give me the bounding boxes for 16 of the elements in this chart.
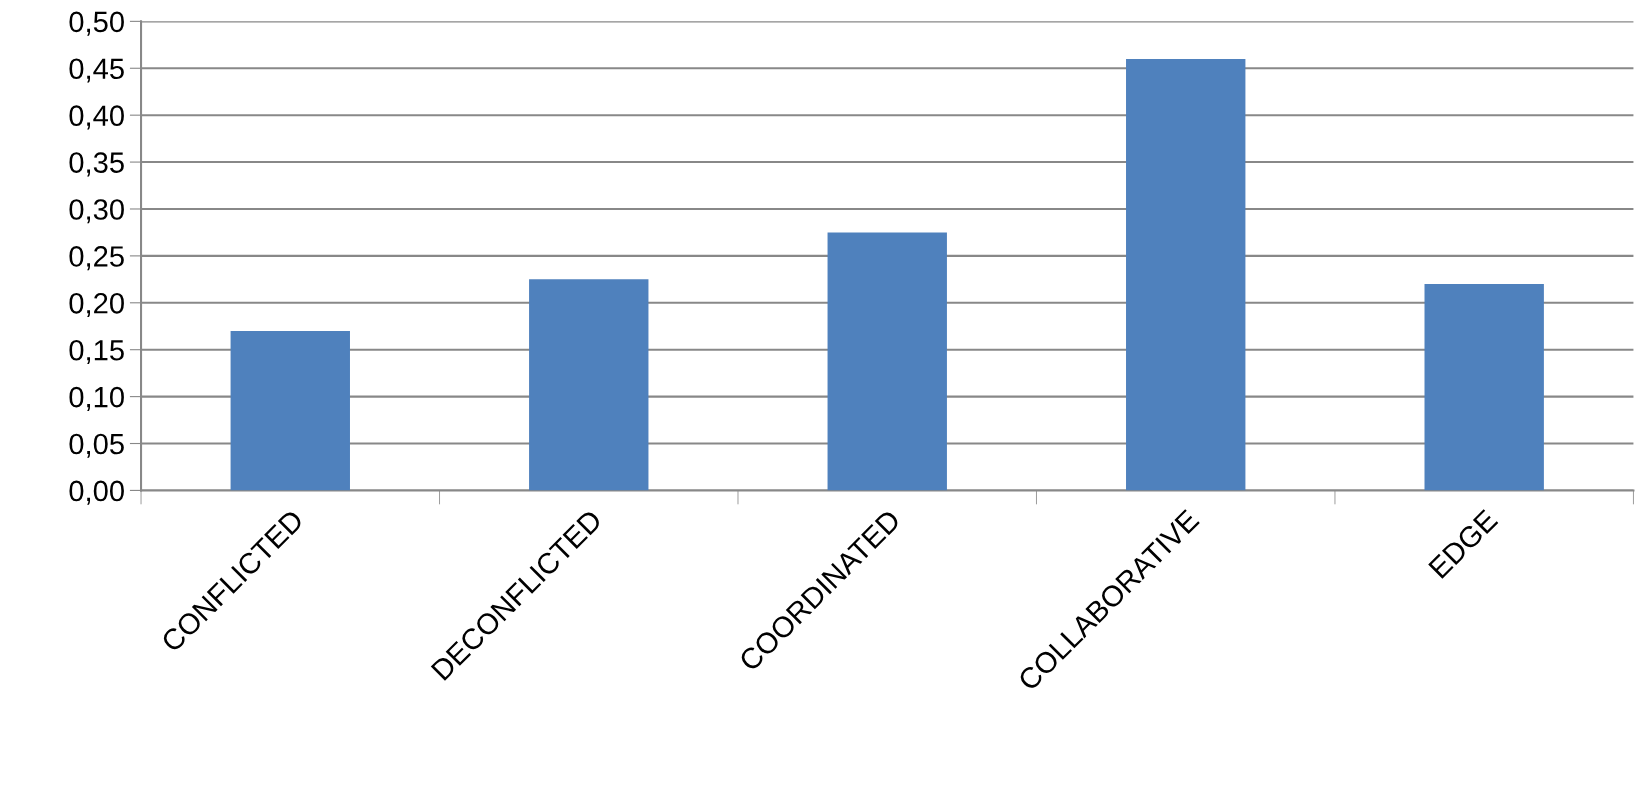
- y-tick-label: 0,10: [69, 386, 124, 411]
- y-tick-label: 0,45: [69, 58, 124, 83]
- y-tick-label: 0,35: [69, 152, 124, 177]
- y-tick-label: 0,00: [69, 480, 124, 505]
- bar: [529, 279, 649, 491]
- y-tick-label: 0,30: [69, 199, 124, 224]
- y-tick-label: 0,05: [69, 433, 124, 458]
- bar: [827, 232, 947, 491]
- bar: [230, 330, 350, 491]
- bar: [1126, 58, 1246, 491]
- y-tick-label: 0,25: [69, 246, 124, 271]
- y-tick-label: 0,40: [69, 105, 124, 130]
- y-tick-label: 0,15: [69, 339, 124, 364]
- y-tick-label: 0,20: [69, 293, 124, 318]
- bar: [1424, 284, 1544, 491]
- y-tick-label: 0,50: [69, 11, 124, 36]
